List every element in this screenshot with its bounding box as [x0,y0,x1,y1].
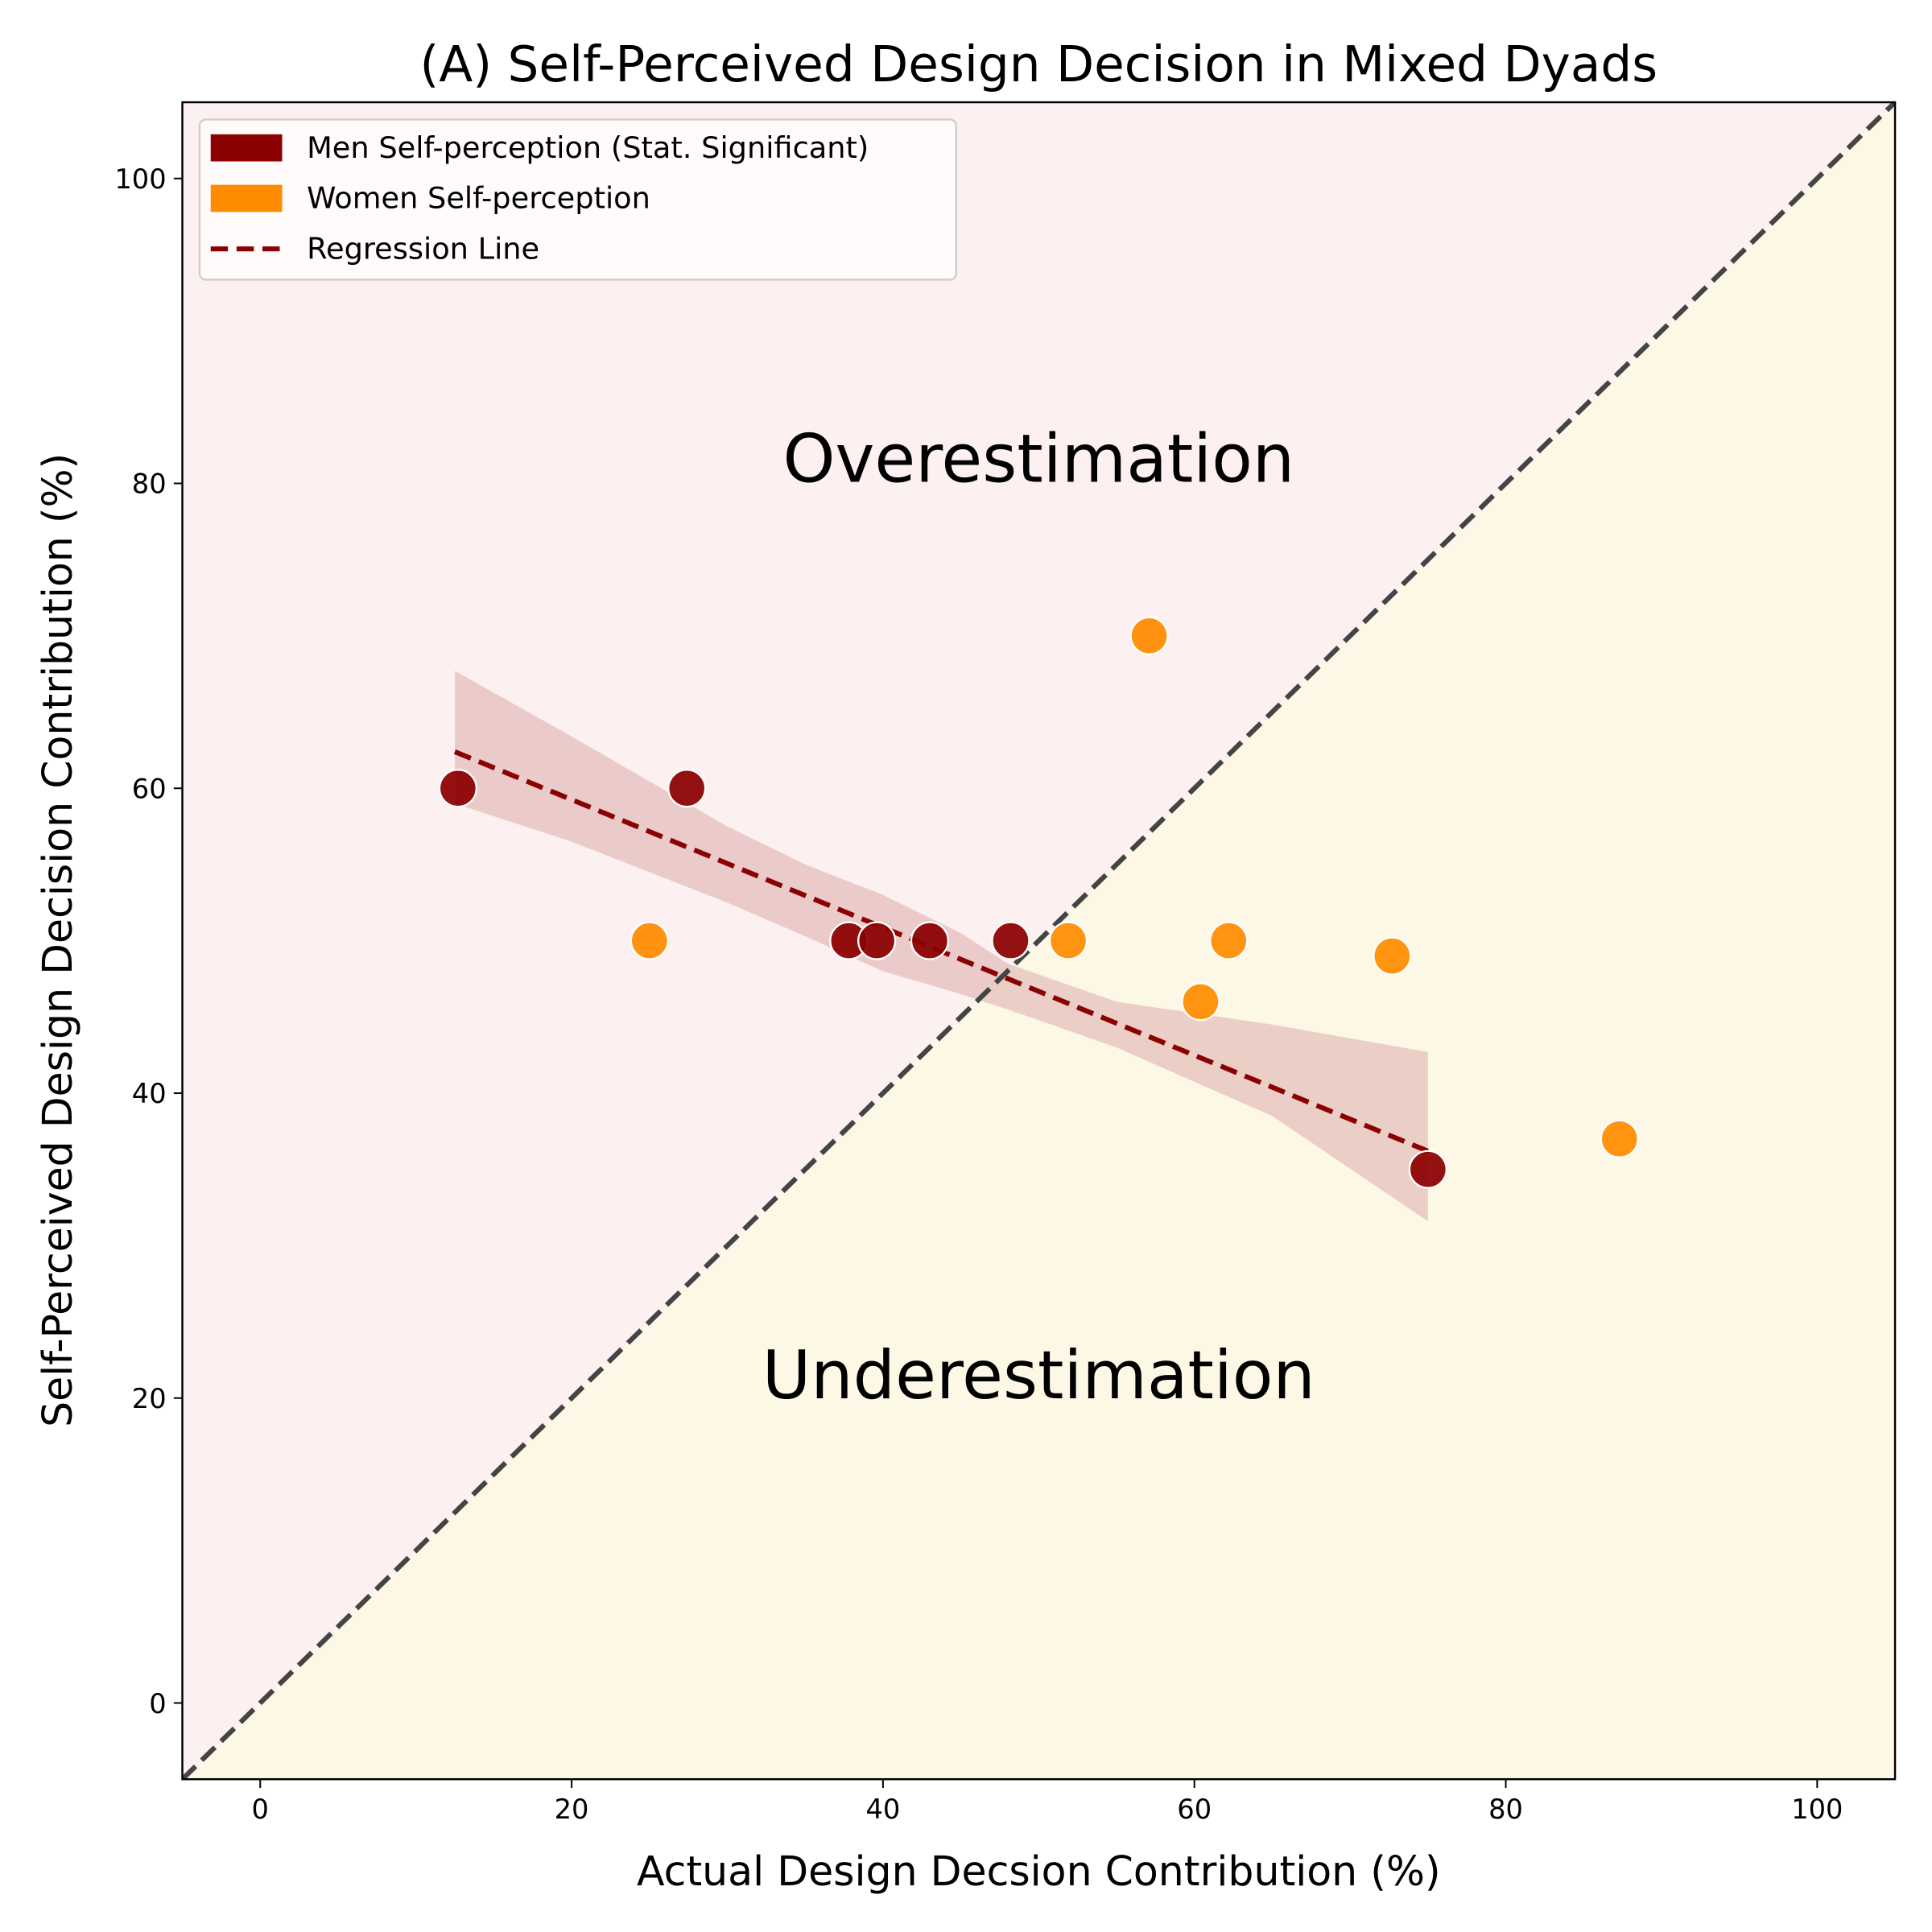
legend-swatch-men [210,134,283,162]
women-point [1048,921,1088,960]
x-tick-label: 0 [252,1794,269,1825]
legend-label-men: Men Self-perception (Stat. Significant) [307,130,869,165]
women-point [1129,616,1169,655]
men-point [857,921,897,960]
y-tick-label: 60 [132,773,167,804]
y-tick-label: 80 [132,469,167,500]
women-point [1600,1119,1639,1158]
x-tick-label: 80 [1488,1794,1523,1825]
legend-label-women: Women Self-perception [307,181,650,216]
x-tick-label: 20 [555,1794,589,1825]
legend: Men Self-perception (Stat. Significant) … [198,118,957,281]
x-tick-label: 60 [1177,1794,1212,1825]
women-point [630,921,669,960]
x-tick-label: 40 [865,1794,900,1825]
y-tick-label: 0 [149,1688,166,1719]
legend-label-regression: Regression Line [307,231,539,266]
y-tick-label: 20 [132,1383,167,1414]
women-point [1181,982,1220,1022]
plot-frame [181,101,1897,1781]
annotation-underestimation: Underestimation [762,1337,1315,1414]
x-axis-label: Actual Design Decsion Contribution (%) [637,1847,1441,1895]
men-point [438,769,477,808]
men-point [991,921,1030,960]
men-point [667,769,707,808]
men-point [910,921,950,960]
y-tick-label: 100 [114,163,166,195]
annotation-overestimation: Overestimation [782,420,1294,497]
legend-swatch-women [210,184,283,213]
x-tick-label: 100 [1791,1794,1843,1825]
women-point [1373,936,1412,976]
women-point [1209,921,1249,960]
y-tick-label: 40 [132,1078,167,1109]
y-axis-label: Self-Perceived Design Decision Contribut… [34,453,81,1427]
men-point [1408,1150,1447,1189]
identity-diagonal-line [182,102,1896,1780]
chart-title: (A) Self-Perceived Design Decision in Mi… [419,36,1657,93]
